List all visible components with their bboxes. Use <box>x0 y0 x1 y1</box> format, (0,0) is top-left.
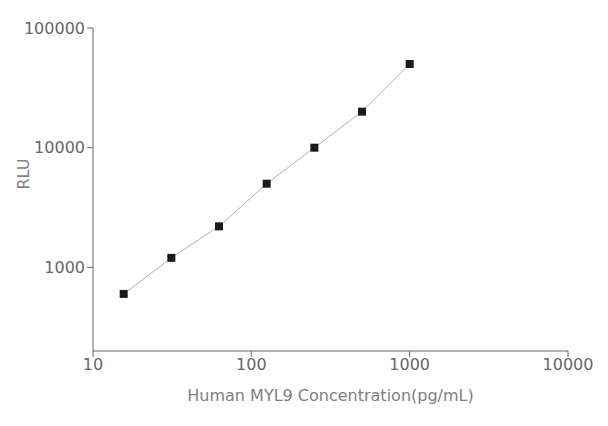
svg-text:1000: 1000 <box>389 355 430 374</box>
svg-text:1000: 1000 <box>44 258 85 277</box>
svg-text:10: 10 <box>83 355 103 374</box>
svg-text:Human MYL9 Concentration(pg/mL: Human MYL9 Concentration(pg/mL) <box>187 386 473 405</box>
svg-text:RLU: RLU <box>14 159 33 190</box>
svg-text:10000: 10000 <box>34 138 85 157</box>
svg-text:10000: 10000 <box>543 355 594 374</box>
svg-text:100000: 100000 <box>24 19 85 38</box>
svg-text:100: 100 <box>236 355 267 374</box>
